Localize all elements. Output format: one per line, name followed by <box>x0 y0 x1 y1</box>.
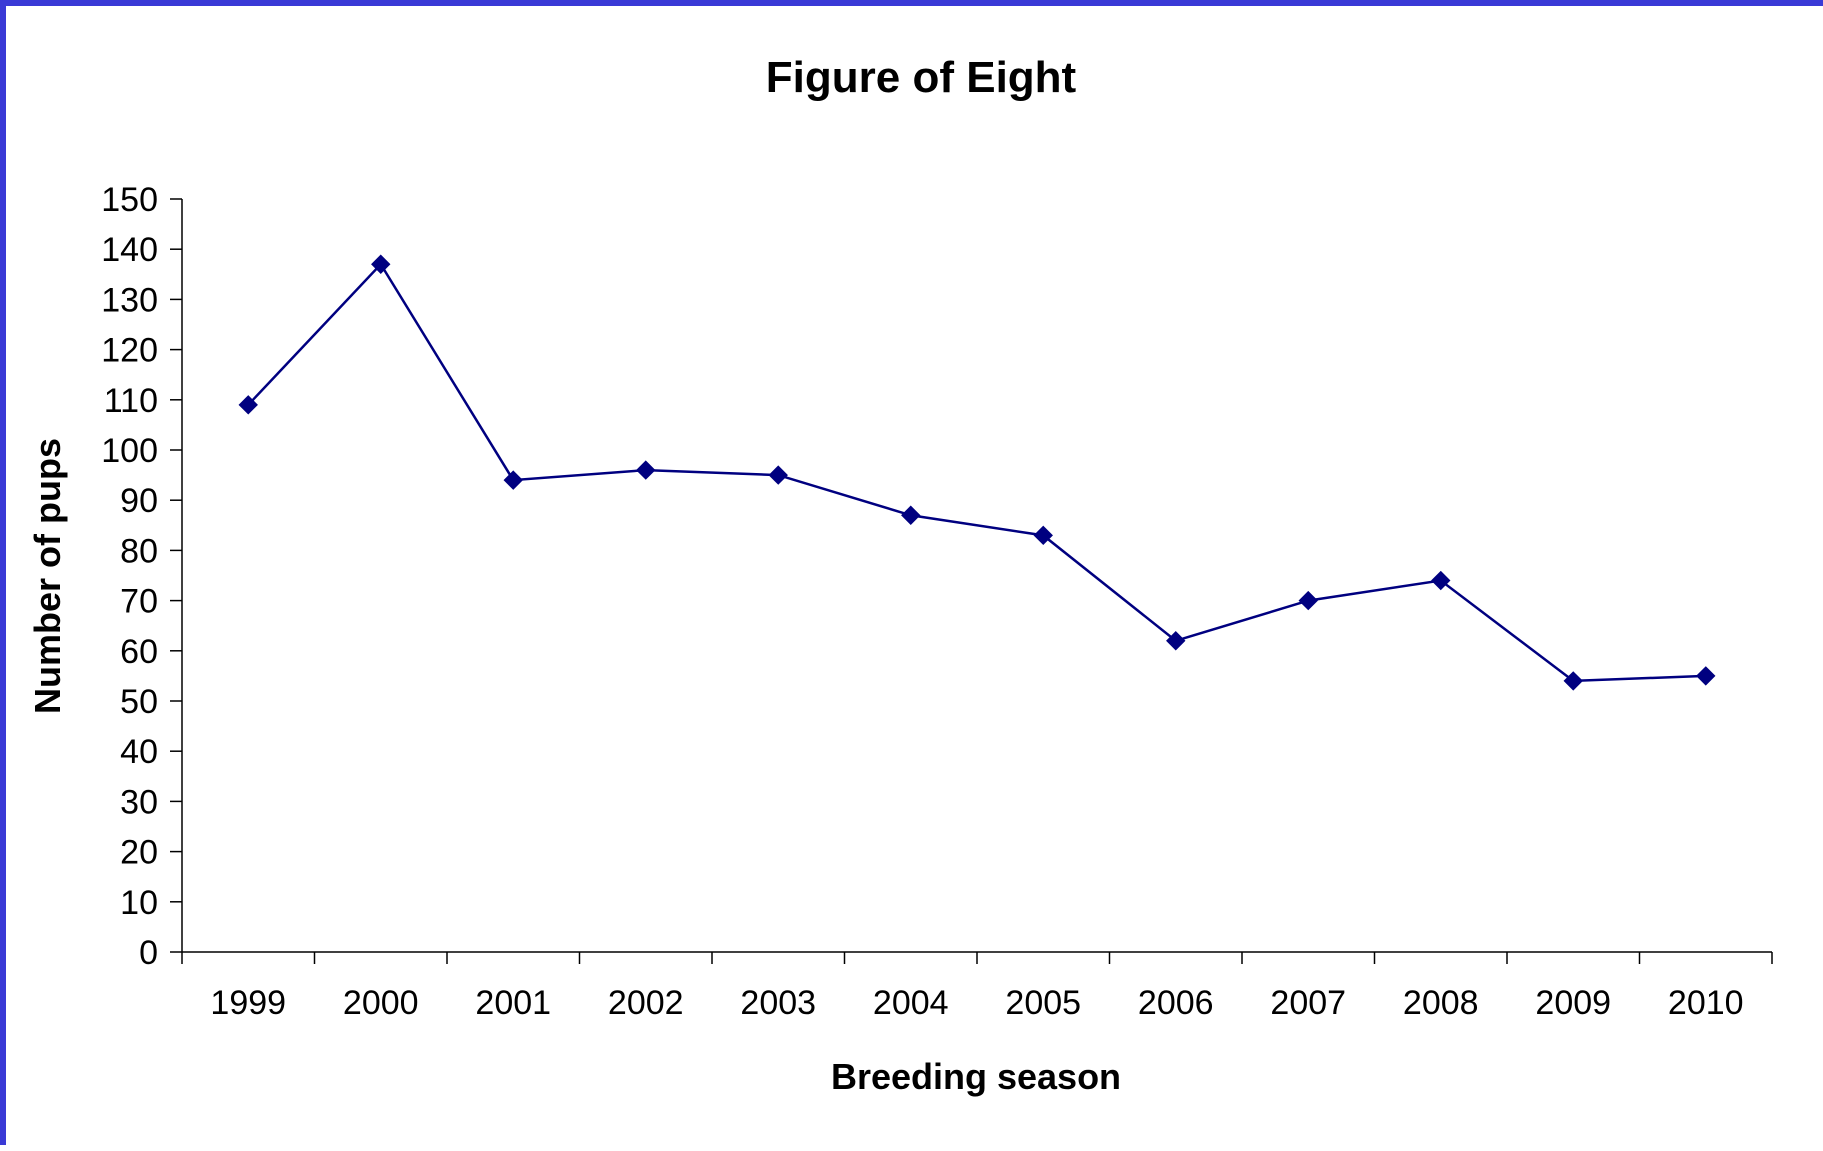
x-tick-label: 2002 <box>608 984 684 1022</box>
y-tick-label: 10 <box>120 884 158 922</box>
y-tick-label: 100 <box>101 432 158 470</box>
x-tick-label: 1999 <box>210 984 286 1022</box>
x-tick-label: 2009 <box>1535 984 1611 1022</box>
y-tick-label: 150 <box>101 181 158 219</box>
y-tick-label: 70 <box>120 583 158 621</box>
y-tick-label: 20 <box>120 834 158 872</box>
y-tick-label: 0 <box>139 934 158 972</box>
y-tick-label: 30 <box>120 783 158 821</box>
x-tick-label: 2008 <box>1403 984 1479 1022</box>
y-tick-label: 110 <box>104 382 158 420</box>
data-point <box>901 505 921 525</box>
data-point <box>371 254 391 274</box>
y-tick-label: 90 <box>120 482 158 520</box>
data-point <box>1298 590 1318 611</box>
y-tick-label: 40 <box>120 733 158 771</box>
x-tick-label: 2001 <box>475 984 551 1022</box>
x-tick-label: 2007 <box>1270 984 1346 1022</box>
data-point <box>1696 666 1716 686</box>
y-tick-label: 120 <box>101 332 158 370</box>
data-series <box>238 254 1716 691</box>
x-axis: 1999 2000 2001 2002 2003 2004 2005 2006 2007 2008… <box>181 951 1773 1022</box>
data-point <box>503 470 523 490</box>
data-point <box>1563 671 1583 691</box>
data-point <box>1033 525 1053 546</box>
x-tick-label: 2005 <box>1005 984 1081 1022</box>
y-tick-label: 50 <box>120 683 158 721</box>
y-tick-label: 60 <box>120 633 158 671</box>
data-point <box>238 395 258 415</box>
chart-title: Figure of Eight <box>766 53 1077 102</box>
x-axis-label: Breeding season <box>831 1056 1121 1097</box>
data-point <box>1166 631 1186 651</box>
y-tick-label: 80 <box>120 532 158 570</box>
y-tick-label: 140 <box>101 231 158 269</box>
data-point <box>1431 570 1451 591</box>
series-line <box>247 262 1706 683</box>
data-point <box>768 465 788 485</box>
x-tick-label: 2010 <box>1668 984 1744 1022</box>
y-axis: 0 10 20 30 40 50 60 70 80 90 100 110 120 130 140 150 <box>101 181 183 972</box>
x-tick-label: 2003 <box>740 984 816 1022</box>
y-tick-label: 130 <box>101 281 158 319</box>
y-axis-label: Number of pups <box>27 438 68 714</box>
line-chart: Figure of Eight 0 10 20 30 40 50 60 70 80 90 100 11… <box>27 53 1773 1097</box>
x-tick-label: 2004 <box>873 984 949 1022</box>
x-tick-label: 2006 <box>1138 984 1214 1022</box>
x-tick-label: 2000 <box>343 984 419 1022</box>
data-point <box>636 460 656 480</box>
